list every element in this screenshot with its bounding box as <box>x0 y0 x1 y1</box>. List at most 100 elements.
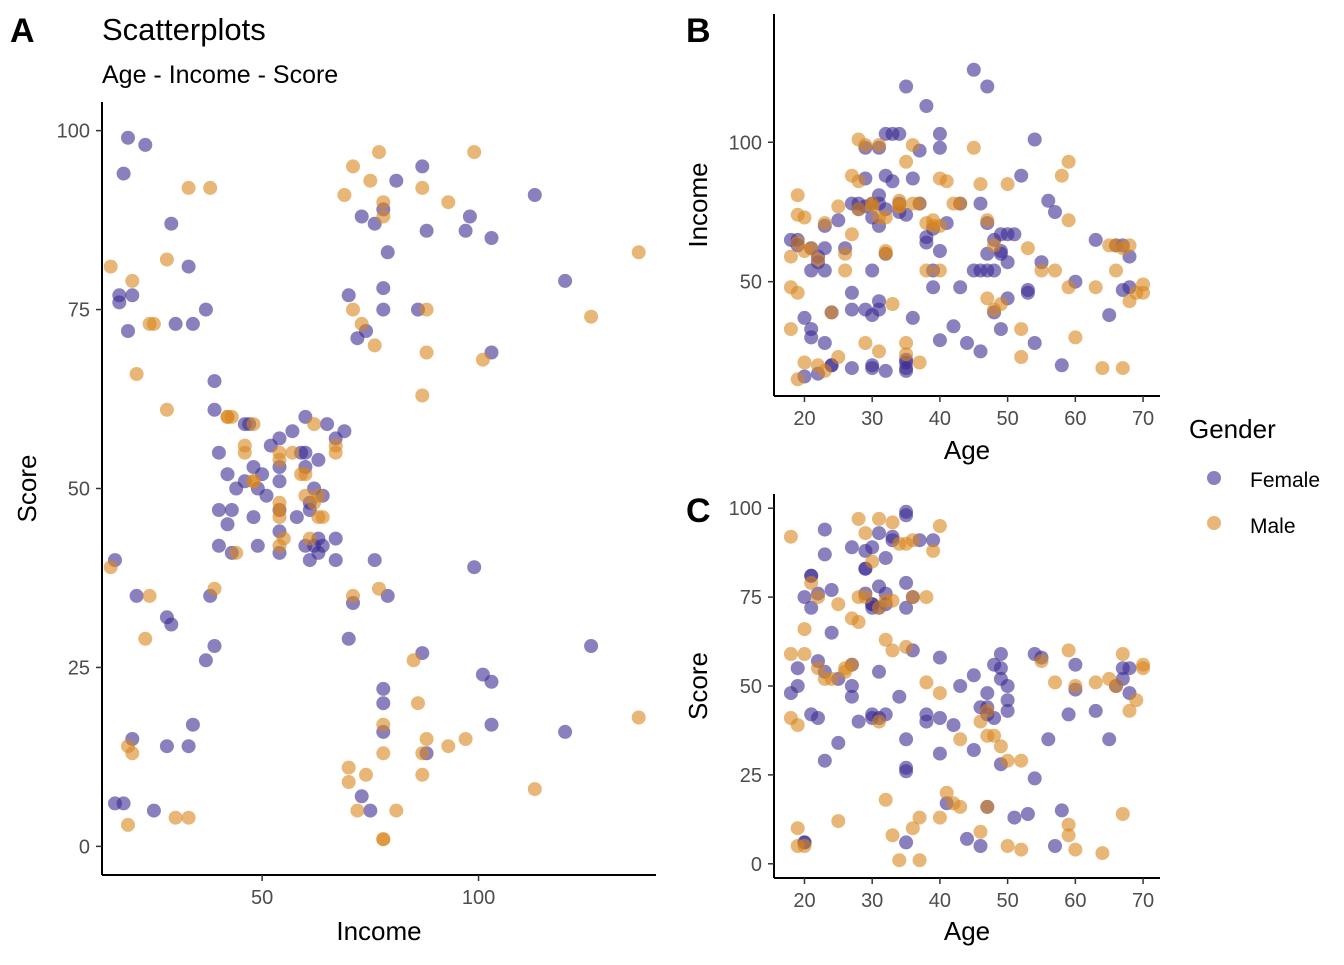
data-point <box>797 622 812 637</box>
data-point <box>1020 241 1035 256</box>
data-point <box>865 263 880 278</box>
data-point <box>142 588 157 603</box>
data-point <box>926 533 941 548</box>
data-point <box>1048 263 1062 278</box>
data-point <box>328 531 343 546</box>
data-point <box>129 588 144 603</box>
data-point <box>1109 679 1123 693</box>
data-point <box>415 388 430 403</box>
data-point <box>973 714 988 729</box>
data-point <box>376 281 391 296</box>
data-point <box>527 782 542 797</box>
data-point <box>289 510 304 525</box>
y-tick-label-c: 50 <box>740 676 762 698</box>
data-point <box>811 590 825 605</box>
data-point <box>980 79 995 94</box>
data-point <box>1014 350 1029 364</box>
panel-c-scatter: 20 30 40 50 60 70 0 25 50 75 100 Age Score <box>683 494 1160 946</box>
data-point <box>259 488 274 503</box>
data-point <box>851 511 866 526</box>
data-point <box>824 625 839 640</box>
data-point <box>966 743 981 757</box>
data-point <box>932 686 947 701</box>
data-point <box>320 417 335 432</box>
data-point <box>631 710 646 725</box>
data-point <box>790 372 805 387</box>
data-point <box>1068 842 1083 857</box>
data-point <box>980 213 995 228</box>
data-point <box>376 832 391 847</box>
data-point <box>116 796 131 811</box>
data-point <box>462 209 477 224</box>
data-point <box>1068 679 1083 693</box>
data-point <box>783 249 798 264</box>
data-point <box>790 188 805 203</box>
y-axis-title-a: Score <box>12 455 42 523</box>
data-point <box>220 409 235 424</box>
data-point <box>960 336 974 350</box>
data-point <box>865 199 880 214</box>
data-point <box>1088 280 1103 295</box>
data-point <box>892 126 907 141</box>
data-point <box>973 824 988 839</box>
data-point <box>858 138 873 153</box>
data-point <box>885 515 900 530</box>
data-point <box>246 510 261 525</box>
data-point <box>878 792 893 807</box>
data-point <box>946 319 961 334</box>
data-point <box>272 452 287 467</box>
y-axis-title-c: Score <box>683 652 713 720</box>
data-point <box>359 767 373 782</box>
data-point <box>790 679 805 693</box>
data-point <box>899 154 914 169</box>
data-point <box>354 209 369 224</box>
data-point <box>237 438 252 453</box>
data-point <box>912 810 927 825</box>
data-point <box>372 145 386 160</box>
data-point <box>129 367 144 381</box>
data-point <box>844 679 859 693</box>
data-point <box>783 647 798 661</box>
data-point <box>899 79 914 94</box>
data-point <box>1034 263 1049 278</box>
data-point <box>1122 661 1137 676</box>
data-point <box>885 174 900 189</box>
data-point <box>168 810 183 825</box>
y-axis-title-b: Income <box>683 162 713 247</box>
data-point <box>905 310 920 325</box>
data-point <box>220 517 235 532</box>
data-point <box>484 231 499 245</box>
series-male-b <box>783 132 1151 387</box>
data-point <box>851 714 866 729</box>
data-point <box>307 417 322 432</box>
data-point <box>865 540 880 555</box>
data-point <box>631 245 646 260</box>
data-point <box>164 617 179 632</box>
data-point <box>831 597 846 612</box>
data-point <box>987 238 1002 253</box>
data-point <box>337 188 352 202</box>
data-point <box>905 533 920 548</box>
data-point <box>1041 732 1056 747</box>
data-point <box>973 344 988 359</box>
data-point <box>872 600 886 615</box>
data-point <box>1068 330 1083 345</box>
data-point <box>354 316 369 331</box>
data-point <box>790 285 805 300</box>
data-point <box>246 417 261 432</box>
data-point <box>315 538 330 553</box>
data-point <box>892 199 907 214</box>
data-point <box>1061 828 1076 843</box>
legend: Gender Female Male <box>1189 414 1320 538</box>
data-point <box>1027 132 1042 147</box>
legend-key-female <box>1207 471 1221 485</box>
x-axis-title-c: Age <box>944 916 990 946</box>
data-point <box>960 831 974 846</box>
data-point <box>146 316 161 331</box>
data-point <box>932 126 947 141</box>
data-point <box>376 717 391 732</box>
data-point <box>817 336 832 350</box>
data-point <box>103 259 118 274</box>
data-point <box>458 732 473 746</box>
data-point <box>121 817 135 832</box>
